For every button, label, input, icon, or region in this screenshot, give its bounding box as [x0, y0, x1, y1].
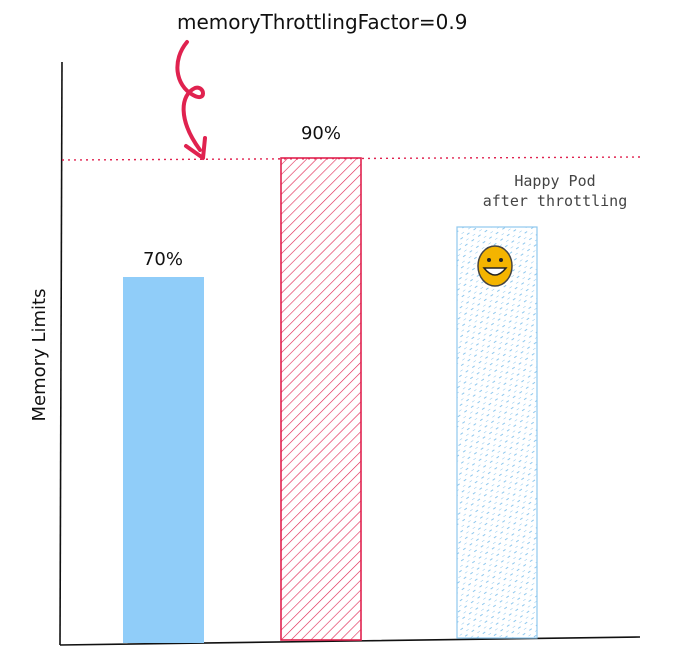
happy-pod-caption-line2: after throttling — [483, 192, 628, 210]
x-axis — [59, 636, 641, 646]
happy-pod-caption-line1: Happy Pod — [514, 172, 595, 190]
bar-happy-pod — [456, 226, 538, 639]
y-axis-label: Memory Limits — [29, 289, 50, 422]
throttling-factor-annotation: memoryThrottlingFactor=0.9 — [177, 10, 467, 34]
smiley-face-icon — [477, 245, 513, 287]
bar-70-percent — [123, 277, 204, 643]
bar-90-percent — [280, 157, 362, 641]
bar-90-label: 90% — [301, 123, 341, 144]
bar-70-label: 70% — [143, 249, 183, 270]
y-axis — [59, 61, 63, 646]
curved-arrow-icon — [175, 40, 207, 160]
